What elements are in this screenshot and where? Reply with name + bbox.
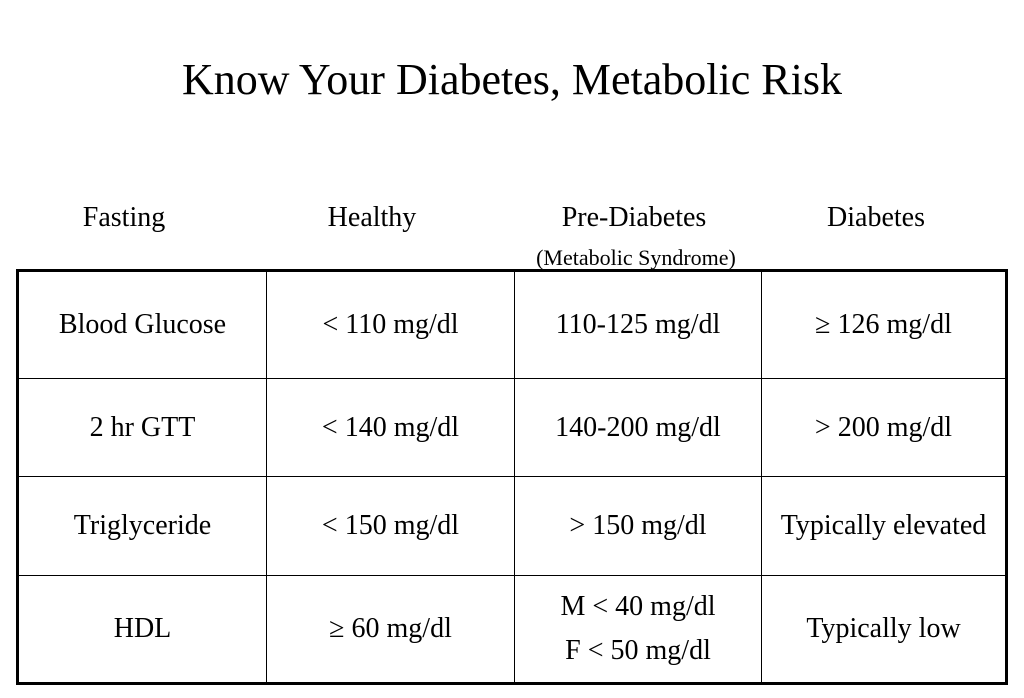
cell-2hr-gtt-pre-diabetes: 140-200 mg/dl — [515, 379, 762, 477]
cell-hdl-healthy: ≥ 60 mg/dl — [267, 576, 515, 682]
row-label-hdl: HDL — [19, 576, 267, 682]
cell-blood-glucose-diabetes: ≥ 126 mg/dl — [762, 272, 1005, 379]
cell-hdl-diabetes: Typically low — [806, 613, 961, 644]
cell-triglyceride-healthy: < 150 mg/dl — [267, 477, 515, 576]
header-fasting: Fasting — [82, 202, 166, 233]
row-label-triglyceride: Triglyceride — [19, 477, 267, 576]
cell-2hr-gtt-healthy: < 140 mg/dl — [267, 379, 515, 477]
header-healthy: Healthy — [327, 202, 417, 233]
cell-hdl-pre-diabetes: M < 40 mg/dl F < 50 mg/dl — [515, 576, 762, 682]
cell-blood-glucose-pre-diabetes: 110-125 mg/dl — [515, 272, 762, 379]
cell-hdl-pre-diabetes-female: F < 50 mg/dl — [565, 635, 711, 666]
risk-table: Blood Glucose < 110 mg/dl 110-125 mg/dl … — [16, 269, 1008, 685]
cell-triglyceride-pre-diabetes: > 150 mg/dl — [515, 477, 762, 576]
row-label-blood-glucose: Blood Glucose — [19, 272, 267, 379]
cell-2hr-gtt-diabetes: > 200 mg/dl — [762, 379, 1005, 477]
header-diabetes: Diabetes — [827, 202, 925, 233]
page-title: Know Your Diabetes, Metabolic Risk — [182, 55, 842, 104]
header-pre-diabetes: Pre-Diabetes — [561, 202, 707, 233]
row-label-2hr-gtt: 2 hr GTT — [19, 379, 267, 477]
cell-hdl-pre-diabetes-male: M < 40 mg/dl — [560, 591, 716, 622]
cell-triglyceride-diabetes: Typically elevated — [762, 477, 1005, 576]
header-pre-diabetes-subtitle: (Metabolic Syndrome) — [536, 245, 736, 270]
cell-blood-glucose-healthy: < 110 mg/dl — [267, 272, 515, 379]
